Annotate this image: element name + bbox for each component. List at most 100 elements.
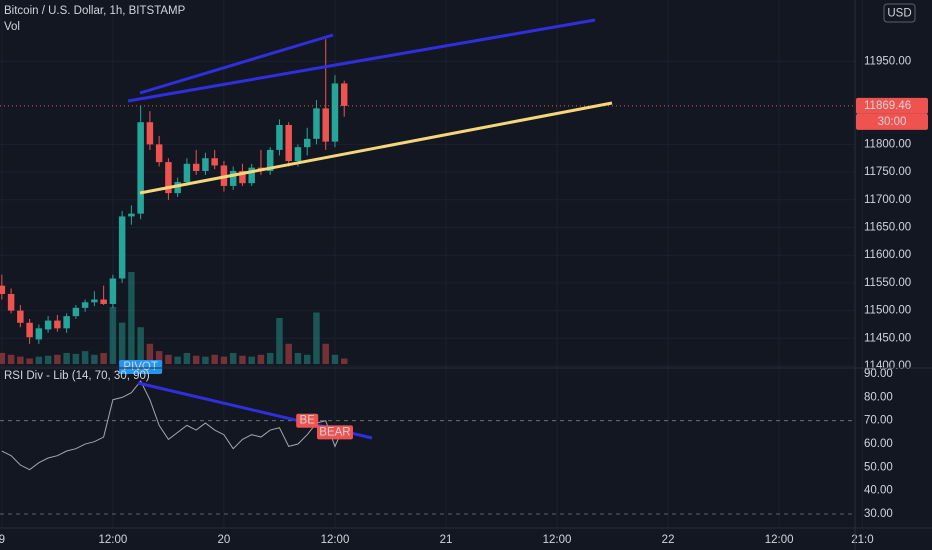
- countdown-box: [856, 113, 928, 130]
- volume-title: Vol: [4, 21, 20, 33]
- candle-body: [248, 167, 255, 184]
- candle-body: [155, 144, 163, 163]
- volume-bar: [220, 356, 228, 364]
- candle-body: [109, 278, 117, 304]
- y-tick-label: 40.00: [864, 485, 893, 497]
- volume-bar: [340, 358, 348, 364]
- volume-bar: [81, 351, 89, 364]
- y-tick-label: 30.00: [864, 508, 893, 520]
- trend-line: [139, 33, 334, 95]
- candle-body: [100, 299, 107, 304]
- x-tick-label: 22: [662, 534, 675, 546]
- volume-bar: [63, 352, 70, 364]
- y-tick-label: 80.00: [864, 391, 893, 403]
- volume-bar: [294, 352, 302, 364]
- plot-layer: 9 12:00 20 12:00 21 12:00 22 12:00 21:0 11400.00 1…: [0, 0, 911, 546]
- countdown-label: 30:00: [878, 116, 907, 128]
- volume-bar: [183, 352, 191, 364]
- y-tick-label: 11700.00: [864, 194, 911, 206]
- volume-bar: [239, 355, 246, 364]
- volume-bar: [155, 351, 163, 364]
- candle-body: [128, 213, 135, 217]
- volume-bar: [285, 343, 292, 364]
- trend-line: [127, 18, 596, 103]
- candle-body: [17, 310, 24, 323]
- signal-box: [316, 425, 353, 440]
- candle-body: [303, 138, 311, 148]
- candle-body: [0, 285, 6, 294]
- volume-bar: [109, 306, 117, 364]
- candle-body: [35, 328, 43, 340]
- volume-bar: [174, 356, 181, 364]
- candle-body: [81, 302, 89, 308]
- candle-body: [276, 124, 283, 150]
- candle-body: [229, 170, 237, 186]
- y-tick-label: 11450.00: [864, 332, 911, 344]
- volume-bar: [118, 322, 126, 364]
- y-tick-label: 90.00: [864, 368, 893, 380]
- x-tick-label: 20: [218, 534, 231, 546]
- volume-bar: [303, 354, 311, 364]
- volume-bar: [331, 354, 339, 364]
- candle-body: [331, 83, 339, 142]
- indicator-title: RSI Div - Lib (14, 70, 30, 90): [4, 370, 150, 382]
- signal-label: BE: [300, 415, 316, 427]
- y-tick-label: 50.00: [864, 461, 893, 473]
- last-price-box: [856, 97, 928, 114]
- candle-body: [54, 320, 61, 329]
- candle-body: [7, 293, 15, 311]
- volume-bar: [248, 356, 255, 364]
- volume-bar: [257, 354, 265, 364]
- volume-bar: [192, 355, 200, 364]
- volume-bar: [72, 353, 80, 364]
- volume-bar: [54, 354, 61, 364]
- x-tick-label: 21: [440, 534, 453, 546]
- candle-body: [340, 83, 348, 106]
- candle-body: [239, 170, 246, 184]
- y-tick-label: 11500.00: [864, 305, 911, 317]
- candle-body: [63, 316, 70, 329]
- volume-bar: [0, 352, 6, 364]
- candle-body: [174, 182, 181, 194]
- volume-bar: [7, 354, 15, 364]
- candle-body: [183, 163, 191, 183]
- volume-bar: [202, 356, 209, 364]
- y-tick-label: 11650.00: [864, 222, 911, 234]
- y-tick-label: 11800.00: [864, 138, 911, 150]
- y-tick-label: 11400.00: [864, 360, 911, 372]
- y-tick-label: 11950.00: [864, 55, 911, 67]
- candle-body: [72, 307, 80, 317]
- candle-body: [137, 122, 144, 214]
- volume-bar: [211, 354, 218, 364]
- volume-bar: [128, 272, 135, 364]
- candle-body: [294, 147, 302, 162]
- chart-title: Bitcoin / U.S. Dollar, 1h, BITSTAMP: [4, 5, 186, 17]
- volume-bar: [146, 343, 154, 364]
- x-tick-label: 12:00: [98, 534, 127, 546]
- rsi-line: [1, 380, 345, 471]
- candle-body: [285, 124, 292, 162]
- volume-bar: [229, 352, 237, 364]
- y-tick-label: 11600.00: [864, 249, 911, 261]
- currency-button[interactable]: [883, 3, 916, 23]
- y-tick-label: 11550.00: [864, 277, 911, 289]
- volume-bar: [313, 312, 320, 364]
- volume-bar: [44, 355, 52, 364]
- candle-body: [26, 322, 33, 338]
- volume-bar: [100, 352, 107, 364]
- x-tick-label: 9: [0, 534, 5, 546]
- currency-label[interactable]: USD: [887, 8, 911, 20]
- volume-bar: [266, 352, 274, 364]
- signal-box: [119, 360, 163, 375]
- candle-body: [202, 158, 209, 171]
- volume-bar: [91, 354, 98, 364]
- candle-body: [322, 108, 329, 142]
- signal-box: [296, 413, 319, 428]
- candle-body: [146, 122, 154, 145]
- signal-label: BEAR: [319, 426, 350, 438]
- x-tick-label: 12:00: [765, 534, 794, 546]
- candle-body: [211, 158, 218, 166]
